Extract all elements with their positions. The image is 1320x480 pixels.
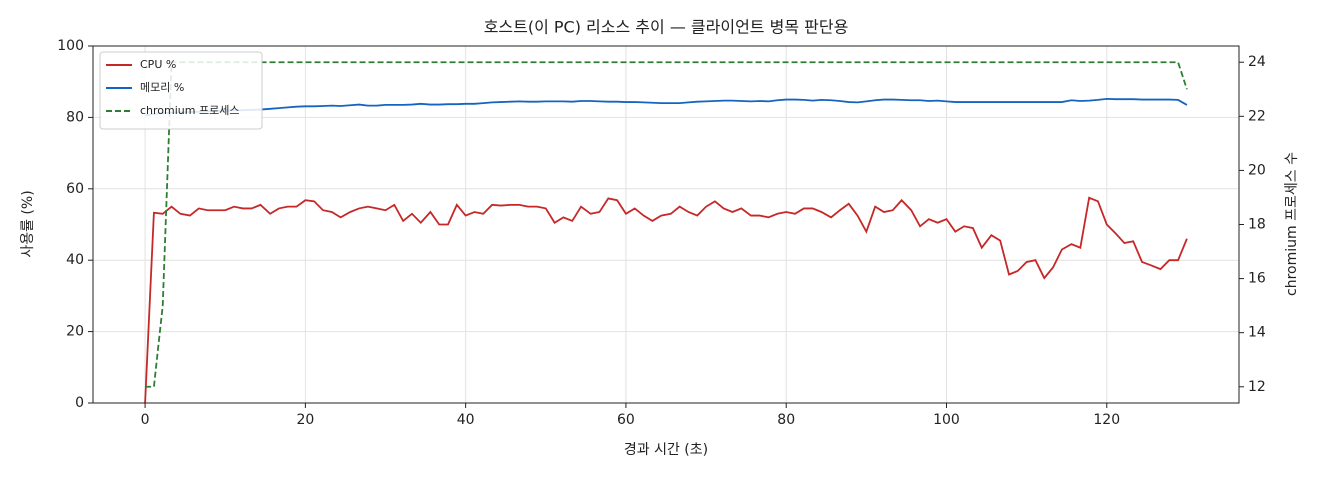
x-tick-label: 40 (457, 412, 475, 428)
y2-tick-label: 14 (1248, 325, 1266, 341)
legend-label: chromium 프로세스 (140, 104, 239, 117)
series-line (144, 97, 1188, 117)
y2-tick-label: 24 (1248, 54, 1266, 70)
x-tick-label: 100 (933, 412, 960, 428)
x-tick-label: 60 (617, 412, 635, 428)
y2-tick-label: 16 (1248, 271, 1266, 287)
y2-tick-label: 20 (1248, 162, 1266, 178)
y2-tick-label: 12 (1248, 379, 1266, 395)
y2-tick-label: 18 (1248, 217, 1266, 233)
x-tick-label: 0 (141, 412, 150, 428)
x-axis-label: 경과 시간 (초) (624, 442, 708, 458)
y-axis-label: 사용률 (%) (20, 190, 36, 257)
y-tick-label: 20 (66, 324, 84, 340)
plot-frame (92, 45, 1240, 404)
chart-title: 호스트(이 PC) 리소스 추이 — 클라이언트 병목 판단용 (484, 18, 849, 37)
y-tick-label: 0 (75, 395, 84, 411)
x-tick-label: 80 (777, 412, 795, 428)
series-line (144, 196, 1188, 404)
y-tick-label: 80 (66, 109, 84, 125)
legend-label: 메모리 % (140, 81, 184, 94)
y-tick-label: 100 (57, 38, 84, 54)
legend: CPU % 메모리 % chromium 프로세스 (99, 51, 263, 130)
y-tick-label: 40 (66, 252, 84, 268)
x-tick-label: 120 (1093, 412, 1120, 428)
legend-label: CPU % (140, 58, 176, 71)
legend-box (99, 51, 263, 130)
y2-axis-label: chromium 프로세스 수 (1284, 152, 1300, 296)
series-line (145, 61, 1188, 388)
x-tick-label: 20 (296, 412, 314, 428)
y-tick-label: 60 (66, 181, 84, 197)
y2-tick-label: 22 (1248, 108, 1266, 124)
